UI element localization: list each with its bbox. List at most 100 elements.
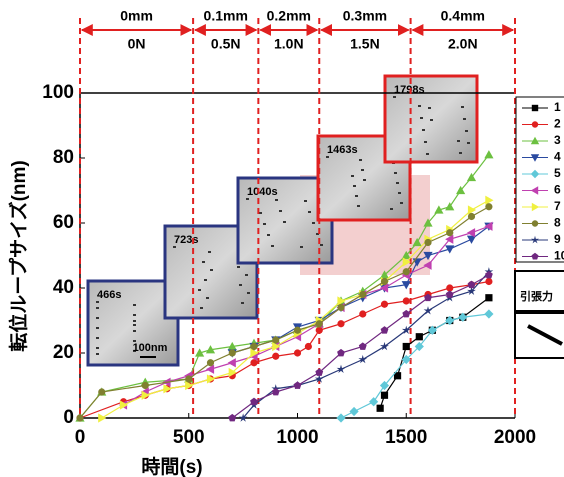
tem-defect	[96, 317, 99, 319]
stage-displacement: 0.2mm	[267, 8, 311, 24]
tem-defect	[133, 320, 136, 322]
tem-defect	[394, 172, 397, 174]
tem-defect	[96, 307, 99, 309]
inset-label: 466s	[97, 289, 121, 301]
tem-defect	[246, 198, 249, 200]
tem-defect	[308, 211, 311, 213]
point	[402, 310, 410, 317]
stage-displacement: 0mm	[120, 8, 153, 24]
tem-defect	[326, 156, 329, 158]
point	[359, 342, 367, 349]
inset-label: 1463s	[327, 144, 358, 156]
stage-force: 1.0N	[274, 36, 304, 52]
point	[403, 297, 410, 304]
tem-defect	[96, 337, 99, 339]
tem-defect	[396, 182, 399, 184]
point	[337, 320, 344, 327]
tem-defect	[204, 279, 207, 281]
tem-defect	[463, 118, 466, 120]
tem-defect	[247, 292, 250, 294]
tem-defect	[351, 175, 354, 177]
tem-defect	[239, 284, 242, 286]
arrow-box	[515, 313, 564, 358]
tem-defect	[173, 246, 176, 248]
y-tick-label: 60	[53, 212, 74, 233]
point	[358, 355, 367, 363]
tem-defect	[133, 330, 136, 332]
stage-displacement: 0.4mm	[441, 8, 485, 24]
chart: 時間(s) 転位ループサイズ(nm) 466s723s1040s1463s179…	[0, 0, 564, 477]
point	[337, 304, 344, 311]
tem-defect	[279, 210, 282, 212]
tem-defect	[457, 140, 460, 142]
y-tick-label: 80	[53, 147, 74, 168]
legend-label: 7	[554, 199, 561, 213]
legend-label: 5	[554, 166, 561, 180]
tem-defect	[355, 195, 358, 197]
inset-label: 1040s	[247, 186, 278, 198]
tem-defect	[398, 192, 401, 194]
point	[485, 278, 492, 285]
legend-label: 6	[554, 183, 561, 197]
point	[484, 309, 493, 318]
point	[446, 290, 454, 297]
stage-force: 2.0N	[448, 36, 478, 52]
point	[377, 405, 384, 412]
point	[381, 392, 388, 399]
point	[337, 349, 345, 356]
tem-defect	[133, 314, 136, 316]
point	[228, 414, 236, 421]
stage-displacement: 0.1mm	[204, 8, 248, 24]
point	[98, 413, 106, 422]
tem-defect	[312, 222, 315, 224]
point	[185, 375, 192, 382]
point	[305, 343, 312, 350]
point	[228, 358, 236, 367]
legend-label: 2	[554, 117, 561, 131]
tem-defect	[133, 324, 136, 326]
y-tick-label: 20	[53, 342, 74, 363]
point	[381, 301, 388, 308]
point	[272, 353, 279, 360]
stage-force: 1.5N	[350, 36, 380, 52]
point	[272, 336, 279, 343]
tem-defect	[430, 119, 433, 121]
tem-defect	[245, 274, 248, 276]
stage-force: 0N	[128, 36, 146, 52]
tem-defect	[206, 297, 209, 299]
tem-defect	[96, 353, 99, 355]
tem-defect	[300, 246, 303, 248]
tem-defect	[390, 208, 393, 210]
tem-defect	[241, 302, 244, 304]
tem-defect	[267, 234, 270, 236]
tem-defect	[461, 106, 464, 108]
tem-defect	[263, 223, 266, 225]
tem-defect	[210, 269, 213, 271]
legend-label: 1	[554, 100, 561, 114]
legend-label: 4	[554, 150, 561, 164]
tem-defect	[275, 199, 278, 201]
series-line	[380, 298, 489, 409]
tem-defect	[357, 205, 360, 207]
tem-defect	[426, 153, 429, 155]
x-tick-label: 1000	[276, 427, 318, 448]
tem-defect	[198, 289, 201, 291]
point	[416, 333, 423, 340]
tem-defect	[271, 245, 274, 247]
tem-defect	[237, 266, 240, 268]
page: 時間(s) 転位ループサイズ(nm) 466s723s1040s1463s179…	[0, 0, 564, 477]
tem-defect	[202, 261, 205, 263]
y-axis-label: 転位ループサイズ(nm)	[7, 160, 30, 351]
point	[294, 349, 301, 356]
point	[381, 326, 389, 333]
point	[272, 388, 280, 395]
point	[294, 381, 302, 388]
point	[229, 349, 236, 356]
x-axis-label: 時間(s)	[141, 456, 202, 477]
point	[250, 398, 258, 405]
legend-label: 8	[554, 216, 561, 230]
legend-label: 9	[554, 232, 561, 246]
side-label: 引張力	[520, 289, 553, 303]
legend-label: 3	[554, 133, 561, 147]
point	[349, 407, 358, 416]
